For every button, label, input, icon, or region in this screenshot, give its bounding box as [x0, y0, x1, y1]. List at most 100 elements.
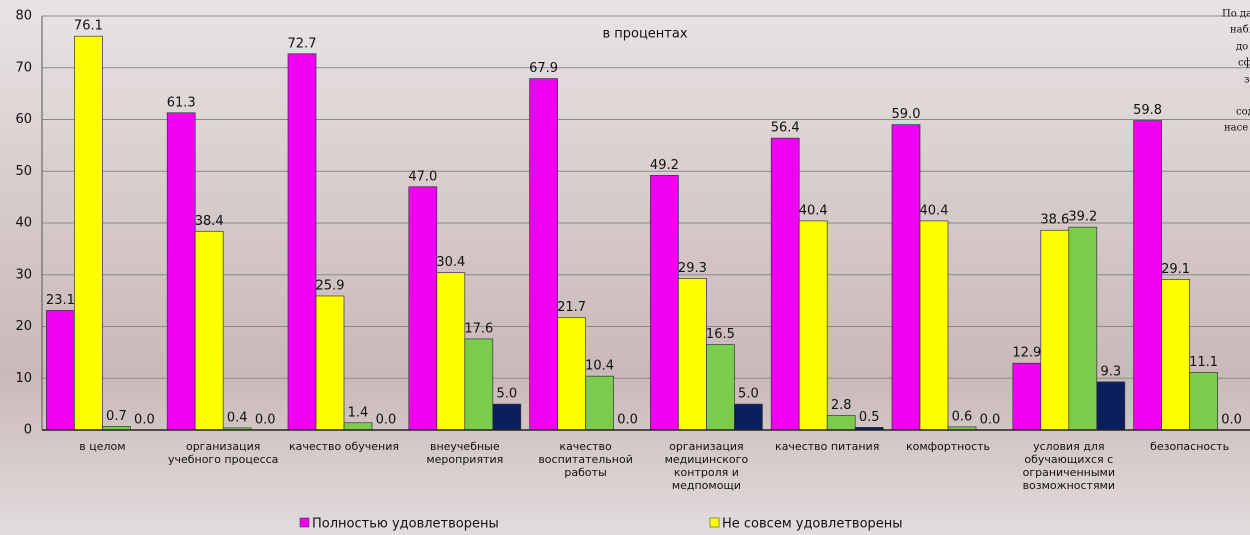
bar: [316, 296, 344, 430]
value-label: 21.7: [557, 300, 586, 315]
value-label: 16.5: [706, 327, 735, 342]
chart-page: в процентах 0 10 20 30 40 50 60 70 80 23.1 76.1 0.7…: [0, 0, 1250, 535]
bar: [1013, 363, 1041, 430]
bar: [827, 416, 855, 430]
side-note: сф: [1238, 58, 1250, 69]
x-tick-label: организация учебного процесса: [165, 440, 281, 466]
side-note: з: [1244, 75, 1249, 86]
bar: [46, 310, 74, 430]
y-tick-label: 70: [15, 60, 32, 75]
bar: [288, 54, 316, 430]
bar: [1041, 230, 1069, 430]
x-tick-label: безопасность: [1132, 440, 1248, 453]
y-tick-label: 40: [15, 216, 32, 231]
value-label: 76.1: [74, 19, 103, 34]
bar: [493, 404, 521, 430]
value-label: 5.0: [738, 387, 759, 402]
y-tick-label: 60: [15, 112, 32, 127]
y-tick-label: 80: [15, 9, 32, 24]
legend-label: Полностью удовлетворены: [312, 517, 499, 532]
value-label: 2.8: [831, 398, 852, 413]
value-label: 29.1: [1161, 262, 1190, 277]
value-label: 49.2: [650, 158, 679, 173]
value-label: 9.3: [1100, 364, 1121, 379]
x-tick-label: организация медицинского контроля и медп…: [648, 440, 764, 492]
bar: [409, 187, 437, 430]
y-tick-label: 10: [15, 371, 32, 386]
bar: [437, 273, 465, 430]
value-label: 38.4: [195, 214, 224, 229]
x-tick-label: качество обучения: [286, 440, 402, 453]
value-label: 0.6: [952, 409, 973, 424]
value-label: 72.7: [288, 36, 317, 51]
bar: [678, 278, 706, 430]
bar: [344, 423, 372, 430]
bar: [799, 221, 827, 430]
value-label: 47.0: [408, 169, 437, 184]
y-tick-label: 0: [24, 423, 32, 438]
value-label: 38.6: [1040, 213, 1069, 228]
legend-label: Не совсем удовлетворены: [722, 517, 903, 532]
bar: [706, 345, 734, 430]
side-note: насе: [1224, 123, 1248, 134]
chart-subtitle: в процентах: [602, 27, 687, 42]
x-tick-label: условия для обучающихся с ограниченными …: [1011, 440, 1127, 492]
bar: [771, 138, 799, 430]
y-tick-label: 50: [15, 164, 32, 179]
value-label: 59.0: [892, 107, 921, 122]
value-label: 0.0: [134, 413, 155, 428]
value-label: 0.0: [980, 413, 1001, 428]
value-label: 11.1: [1189, 355, 1218, 370]
bar: [195, 231, 223, 430]
side-note: до: [1236, 42, 1248, 53]
value-label: 61.3: [167, 95, 196, 110]
value-label: 40.4: [920, 203, 949, 218]
side-note: набл: [1230, 25, 1250, 36]
value-label: 0.7: [106, 409, 127, 424]
x-tick-label: внеучебные мероприятия: [407, 440, 523, 466]
bar: [1190, 373, 1218, 430]
bar: [734, 404, 762, 430]
bar: [892, 125, 920, 430]
side-note: сод: [1236, 107, 1250, 118]
value-label: 5.0: [496, 387, 517, 402]
value-label: 0.4: [227, 410, 248, 425]
bar: [74, 36, 102, 430]
bar: [920, 221, 948, 430]
value-label: 59.8: [1133, 103, 1162, 118]
value-label: 12.9: [1012, 346, 1041, 361]
value-label: 0.0: [255, 413, 276, 428]
y-tick-label: 20: [15, 319, 32, 334]
value-label: 0.0: [617, 413, 638, 428]
bar: [1097, 382, 1125, 430]
value-label: 25.9: [316, 278, 345, 293]
legend-swatch: [710, 518, 719, 527]
value-label: 29.3: [678, 261, 707, 276]
value-label: 1.4: [348, 405, 369, 420]
value-label: 0.5: [859, 410, 880, 425]
value-label: 17.6: [464, 321, 493, 336]
value-label: 56.4: [771, 121, 800, 136]
y-tick-label: 30: [15, 267, 32, 282]
bar: [650, 175, 678, 430]
x-tick-label: качество питания: [769, 440, 885, 453]
value-label: 0.0: [1221, 413, 1242, 428]
x-tick-label: комфортность: [890, 440, 1006, 453]
value-label: 39.2: [1068, 210, 1097, 225]
x-tick-label: в целом: [44, 440, 160, 453]
bar: [465, 339, 493, 430]
value-label: 40.4: [799, 203, 828, 218]
bar: [1162, 279, 1190, 430]
value-label: 0.0: [376, 413, 397, 428]
bar: [586, 376, 614, 430]
bar: [530, 79, 558, 430]
value-label: 23.1: [46, 293, 75, 308]
value-label: 30.4: [436, 255, 465, 270]
bar: [167, 113, 195, 430]
value-label: 67.9: [529, 61, 558, 76]
bar: [1134, 121, 1162, 430]
bar: [1069, 227, 1097, 430]
legend-swatch: [300, 518, 309, 527]
side-note: По дан: [1222, 9, 1250, 20]
value-label: 10.4: [585, 359, 614, 374]
